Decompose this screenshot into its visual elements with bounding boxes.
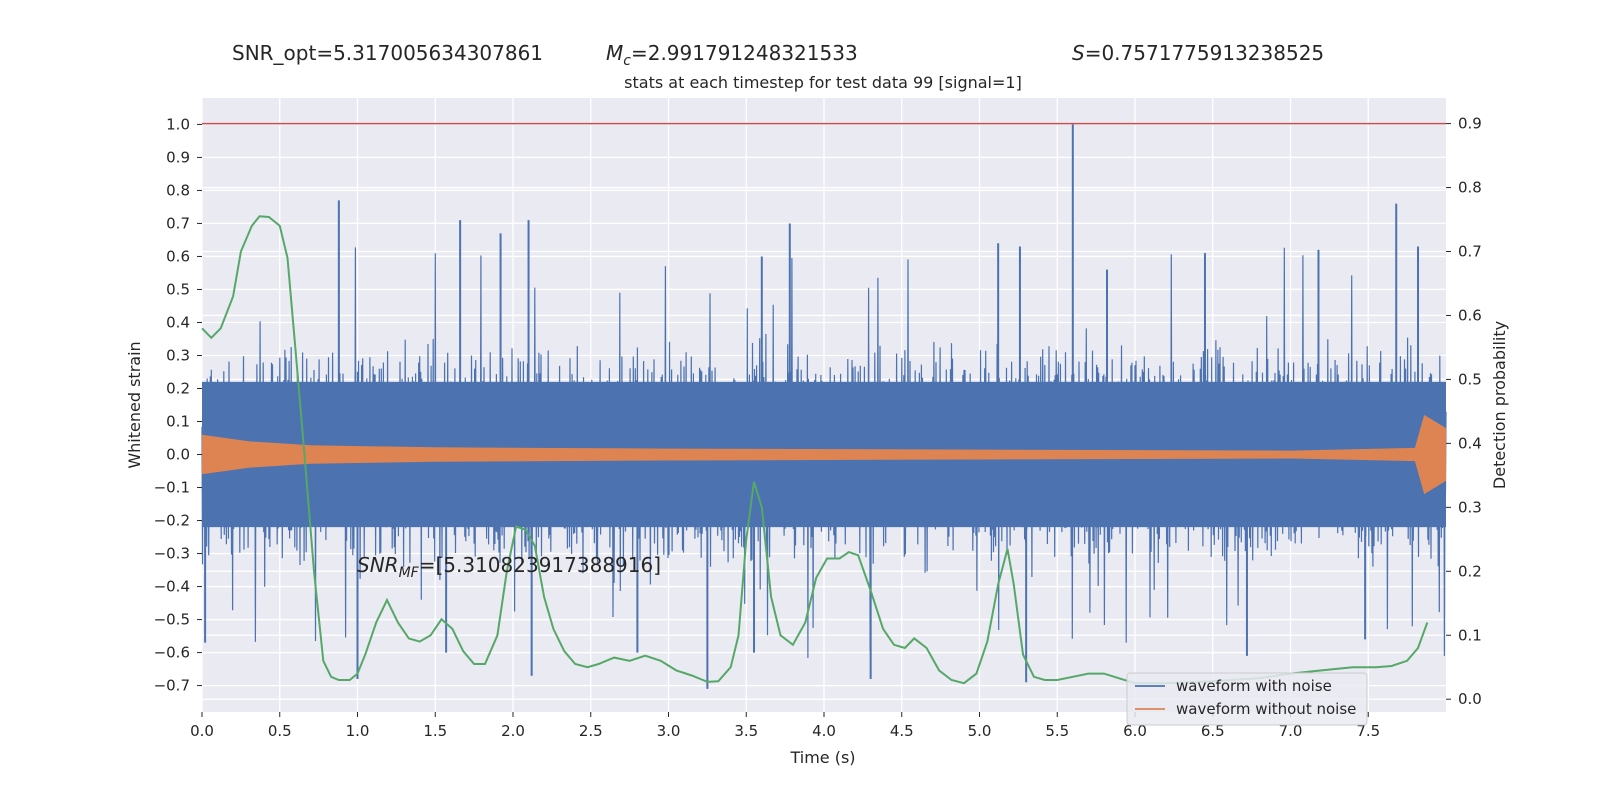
x-tick-label: 6.0 bbox=[1123, 722, 1147, 740]
y-axis-right-label: Detection probability bbox=[1490, 321, 1509, 489]
y-left-tick-label: −0.4 bbox=[154, 578, 190, 596]
x-tick-label: 4.5 bbox=[890, 722, 914, 740]
legend-box bbox=[1126, 672, 1368, 726]
x-axis-ticks: 0.0 0.5 1.0 1.5 2.0 2.5 3.0 3.5 4.0 4.5 5.0 5.5 6.0 6… bbox=[190, 712, 1380, 740]
y-left-tick-label: 0.5 bbox=[166, 280, 190, 298]
y-left-tick-label: 0.1 bbox=[166, 413, 190, 431]
y-right-tick-label: 0.7 bbox=[1458, 243, 1482, 261]
y-left-tick-label: −0.6 bbox=[154, 644, 190, 662]
series-detection-probability bbox=[201, 215, 1429, 685]
y-left-tick-label: −0.5 bbox=[154, 611, 190, 629]
legend-label-signal: waveform without noise bbox=[1176, 700, 1356, 718]
x-tick-label: 0.5 bbox=[268, 722, 292, 740]
mc-value: =2.991791248321533 bbox=[631, 41, 858, 65]
x-tick-label: 3.0 bbox=[657, 722, 681, 740]
x-tick-label: 2.0 bbox=[501, 722, 525, 740]
snr-mf-subscript: MF bbox=[399, 565, 420, 581]
snr-mf-annotation: SNRMF=[5.310823917388916] bbox=[357, 553, 661, 581]
legend: waveform with noise waveform without noi… bbox=[1126, 672, 1368, 726]
y-left-tick-label: 0.6 bbox=[166, 247, 190, 265]
y-left-tick-label: −0.2 bbox=[154, 512, 190, 530]
x-tick-label: 7.5 bbox=[1356, 722, 1380, 740]
probability-curve bbox=[201, 215, 1429, 685]
y-left-tick-label: 1.0 bbox=[166, 115, 190, 133]
signal-envelope bbox=[202, 414, 1446, 495]
y-left-tick-label: 0.7 bbox=[166, 214, 190, 232]
y-left-tick-label: 0.8 bbox=[166, 181, 190, 199]
x-tick-label: 1.0 bbox=[346, 722, 370, 740]
y-left-tick-label: −0.1 bbox=[154, 479, 190, 497]
y-left-tick-label: 0.9 bbox=[166, 148, 190, 166]
y-axis-left-ticks: 1.0 0.9 0.8 0.7 0.6 0.5 0.4 0.3 0.2 0.1 0.0 −0.1 −0.… bbox=[154, 115, 202, 695]
x-tick-label: 3.5 bbox=[734, 722, 758, 740]
y-right-tick-label: 0.5 bbox=[1458, 370, 1482, 388]
y-right-tick-label: 0.8 bbox=[1458, 179, 1482, 197]
mc-subscript: c bbox=[623, 53, 631, 69]
s-symbol: S bbox=[1072, 41, 1085, 65]
y-right-tick-label: 0.6 bbox=[1458, 306, 1482, 324]
x-tick-label: 0.0 bbox=[190, 722, 214, 740]
x-axis-label: Time (s) bbox=[789, 748, 855, 767]
legend-label-noise: waveform with noise bbox=[1176, 677, 1332, 695]
mc-symbol: M bbox=[606, 41, 623, 65]
s-value: =0.7571775913238525 bbox=[1085, 41, 1324, 65]
s-label: S=0.7571775913238525 bbox=[1072, 41, 1324, 65]
y-left-tick-label: −0.3 bbox=[154, 545, 190, 563]
y-right-tick-label: 0.1 bbox=[1458, 626, 1482, 644]
x-tick-label: 6.5 bbox=[1201, 722, 1225, 740]
y-right-tick-label: 0.9 bbox=[1458, 115, 1482, 133]
y-left-tick-label: 0.0 bbox=[166, 446, 190, 464]
x-tick-label: 1.5 bbox=[423, 722, 447, 740]
y-right-tick-label: 0.4 bbox=[1458, 434, 1482, 452]
series-waveform-without-noise bbox=[202, 414, 1446, 495]
y-axis-right-ticks: 0.9 0.8 0.7 0.6 0.5 0.4 0.3 0.2 0.1 0.0 bbox=[1446, 115, 1482, 708]
snr-opt-label: SNR_opt=5.317005634307861 bbox=[232, 41, 543, 65]
x-tick-label: 4.0 bbox=[812, 722, 836, 740]
snr-mf-symbol: SNR bbox=[357, 553, 399, 577]
mc-label: Mc=2.991791248321533 bbox=[606, 41, 858, 69]
x-tick-label: 7.0 bbox=[1279, 722, 1303, 740]
y-left-tick-label: 0.4 bbox=[166, 313, 190, 331]
x-tick-label: 5.5 bbox=[1045, 722, 1069, 740]
y-right-tick-label: 0.3 bbox=[1458, 498, 1482, 516]
y-left-tick-label: −0.7 bbox=[154, 677, 190, 695]
y-right-tick-label: 0.2 bbox=[1458, 562, 1482, 580]
y-right-tick-label: 0.0 bbox=[1458, 690, 1482, 708]
x-tick-label: 2.5 bbox=[579, 722, 603, 740]
y-left-tick-label: 0.2 bbox=[166, 379, 190, 397]
snr-mf-value: =[5.310823917388916] bbox=[419, 553, 661, 577]
chart-title: stats at each timestep for test data 99 … bbox=[624, 73, 1022, 92]
y-axis-left-label: Whitened strain bbox=[125, 341, 144, 468]
y-left-tick-label: 0.3 bbox=[166, 346, 190, 364]
x-tick-label: 5.0 bbox=[968, 722, 992, 740]
